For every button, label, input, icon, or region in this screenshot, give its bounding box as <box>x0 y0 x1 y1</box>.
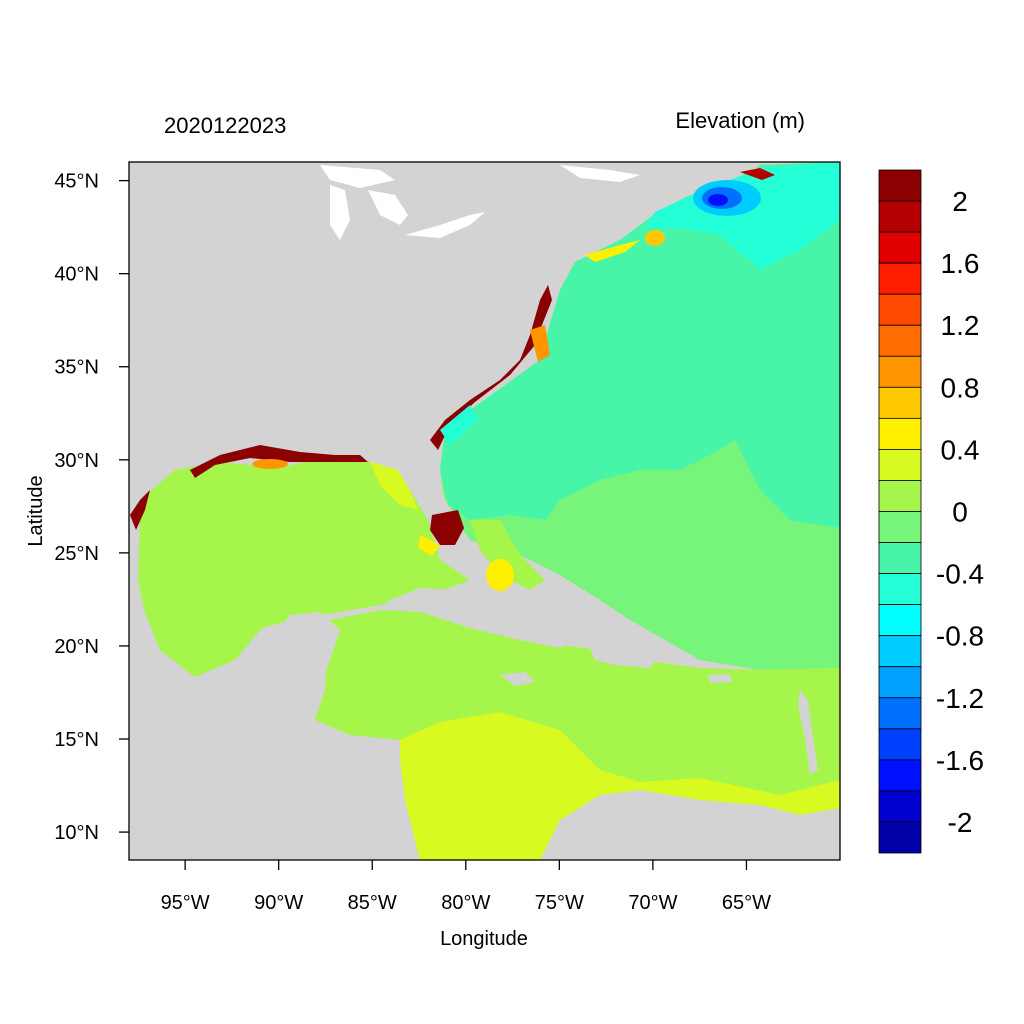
y-tick-label: 20°N <box>54 636 99 658</box>
y-axis: 10°N 15°N 20°N 25°N 30°N 35°N 40°N 45°N <box>54 171 129 844</box>
colorbar-tick-label: -1.6 <box>936 745 984 776</box>
y-tick-label: 15°N <box>54 729 99 751</box>
long-island-surge <box>585 240 640 262</box>
map-frame <box>128 161 841 861</box>
x-axis-label: Longitude <box>440 928 528 950</box>
y-tick-label: 10°N <box>54 822 99 844</box>
south-america <box>540 790 840 860</box>
colorbar-swatch <box>878 511 922 543</box>
colorbar-swatch <box>878 697 922 730</box>
colorbar-swatch <box>878 573 922 606</box>
texas-coast-surge <box>130 490 150 530</box>
x-tick-label: 90°W <box>254 892 303 914</box>
x-tick-label: 85°W <box>348 892 397 914</box>
colorbar-tick-label: -0.4 <box>936 559 984 590</box>
cuba <box>385 588 575 648</box>
yucatan-central-america <box>129 612 420 860</box>
colorbar-tick-label: 1.2 <box>941 310 980 341</box>
florida-west-surge <box>418 535 440 556</box>
cape-cod-surge <box>645 230 665 246</box>
colorbar-swatch <box>878 604 922 637</box>
colorbar-swatch <box>878 821 922 854</box>
y-tick-label: 25°N <box>54 543 99 565</box>
colorbar-swatch <box>878 635 922 668</box>
gulf-coast-surge <box>190 445 368 478</box>
atlantic-plume <box>560 470 650 505</box>
gulf-of-mexico <box>132 455 470 677</box>
nova-scotia-surge <box>740 168 775 180</box>
colorbar-swatch <box>878 666 922 699</box>
colorbar-swatch <box>878 169 922 202</box>
mississippi-delta-surge <box>252 459 288 469</box>
colorbar-swatch <box>878 200 922 233</box>
trinidad <box>820 815 840 845</box>
y-tick-label: 45°N <box>54 171 99 193</box>
gulf-of-maine <box>645 162 840 270</box>
variable-title: Elevation (m) <box>675 108 805 133</box>
y-tick-label: 35°N <box>54 357 99 379</box>
date-title: 2020122023 <box>164 113 286 138</box>
colorbar-swatch <box>878 231 922 264</box>
puerto-rico <box>708 674 732 683</box>
bay-of-fundy-low-3 <box>708 194 728 206</box>
colorbar-swatch <box>878 417 922 450</box>
colorbar-swatch <box>878 262 922 295</box>
jamaica <box>500 672 535 686</box>
colorbar-swatch <box>878 728 922 761</box>
lesser-antilles <box>798 690 818 775</box>
bahamas-banks <box>470 520 545 590</box>
colorbar-swatch <box>878 386 922 419</box>
georgia-bight-low <box>440 405 478 445</box>
y-tick-label: 30°N <box>54 450 99 472</box>
bahamas-surge <box>486 559 514 591</box>
colorbar-tick-label: -2 <box>948 807 973 838</box>
hispaniola <box>590 645 660 668</box>
colorbar-tick-label: -1.2 <box>936 683 984 714</box>
colorbar-swatch <box>878 790 922 823</box>
mexico <box>129 520 200 700</box>
south-florida-high <box>430 510 464 545</box>
x-tick-label: 70°W <box>628 892 677 914</box>
colorbar-tick-label: 0 <box>952 497 968 528</box>
colorbar-tick-label: 0.8 <box>941 372 980 403</box>
x-tick-label: 65°W <box>722 892 771 914</box>
colorbar-tick-label: 2 <box>952 186 968 217</box>
lake-superior <box>320 165 395 188</box>
colorbar-swatch <box>878 480 922 512</box>
colorbar-swatch <box>878 293 922 326</box>
st-lawrence <box>560 165 640 182</box>
colorbar-swatch <box>878 542 922 574</box>
colorbar: 2 1.6 1.2 0.8 0.4 0 -0.4 -0.8 -1.2 -1.6 -2 <box>878 169 984 854</box>
east-coast-surge <box>430 285 552 450</box>
colorbar-tick-label: -0.8 <box>936 621 984 652</box>
colorbar-swatch <box>878 324 922 357</box>
colorbar-tick-label: 0.4 <box>941 434 980 465</box>
colorbar-tick-label: 1.6 <box>941 248 980 279</box>
florida-west-shelf <box>370 462 418 510</box>
colorbar-swatch <box>878 759 922 792</box>
x-tick-label: 95°W <box>161 892 210 914</box>
x-tick-label: 80°W <box>441 892 490 914</box>
colorbar-swatch <box>878 355 922 388</box>
map-area <box>129 162 840 860</box>
x-tick-label: 75°W <box>535 892 584 914</box>
colorbar-swatch <box>878 449 922 481</box>
chesapeake-surge <box>530 325 550 362</box>
caribbean-north <box>315 610 840 795</box>
lake-erie-ontario <box>405 212 485 238</box>
x-axis: 95°W 90°W 85°W 80°W 75°W 70°W 65°W <box>161 860 771 914</box>
atlantic-shelf-band <box>440 162 840 528</box>
lake-michigan <box>330 185 350 240</box>
lake-huron <box>368 190 408 225</box>
y-axis-label: Latitude <box>25 475 47 546</box>
y-tick-label: 40°N <box>54 264 99 286</box>
